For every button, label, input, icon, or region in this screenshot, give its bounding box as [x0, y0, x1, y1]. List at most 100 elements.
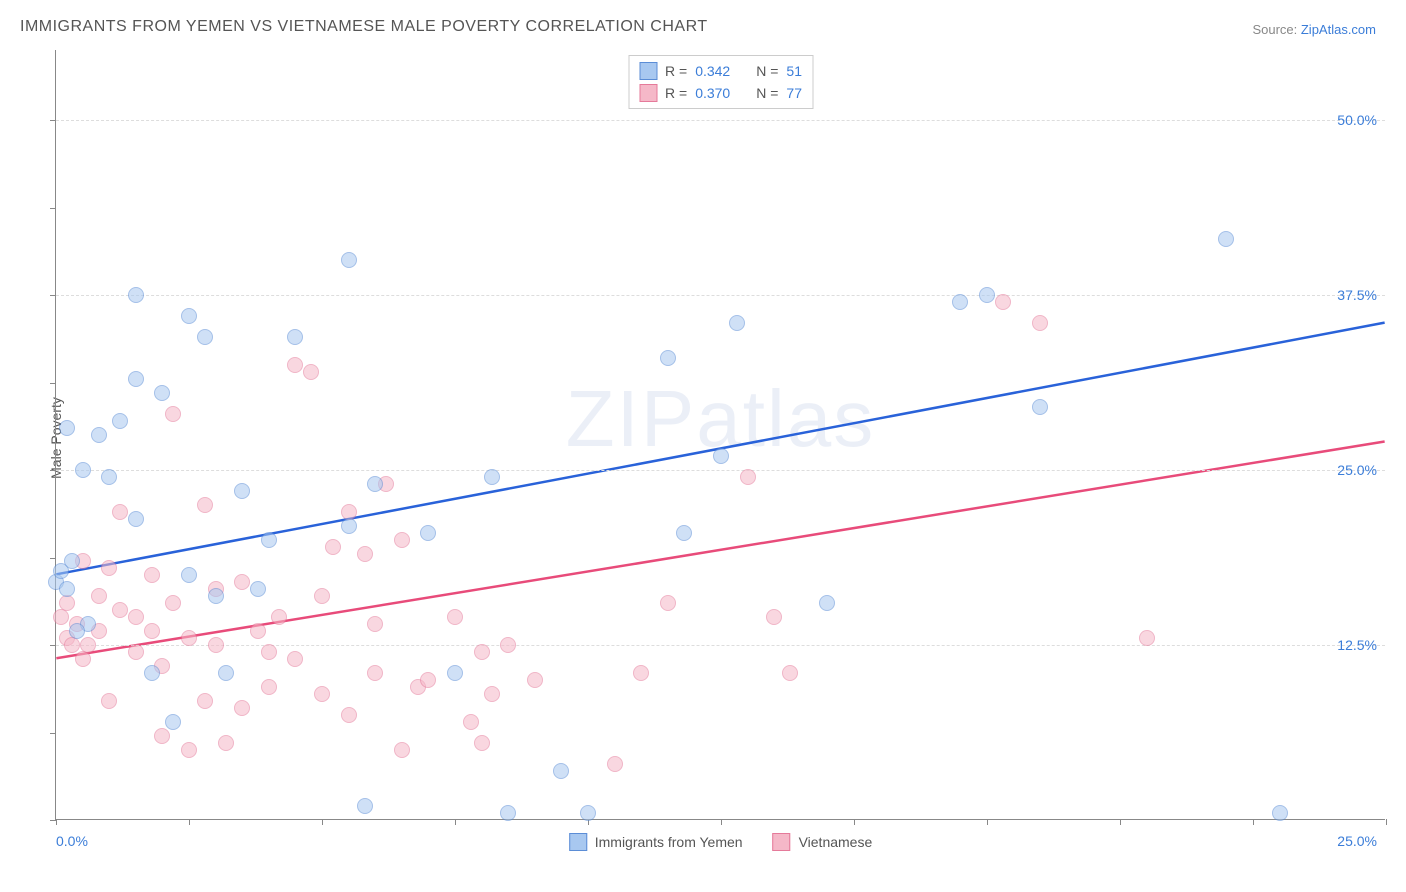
- y-tick-label: 37.5%: [1337, 287, 1377, 303]
- scatter-point: [394, 532, 410, 548]
- scatter-point: [218, 665, 234, 681]
- scatter-point: [101, 693, 117, 709]
- y-tick: [50, 733, 56, 734]
- scatter-point: [553, 763, 569, 779]
- series-legend: Immigrants from Yemen Vietnamese: [569, 833, 873, 851]
- watermark-bold: ZIP: [566, 374, 696, 463]
- scatter-point: [633, 665, 649, 681]
- scatter-point: [165, 595, 181, 611]
- scatter-point: [165, 406, 181, 422]
- y-tick-label: 50.0%: [1337, 112, 1377, 128]
- scatter-point: [341, 518, 357, 534]
- gridline: [56, 470, 1385, 471]
- legend-swatch-vietnamese-bottom: [773, 833, 791, 851]
- scatter-point: [341, 707, 357, 723]
- scatter-point: [287, 329, 303, 345]
- scatter-point: [69, 623, 85, 639]
- scatter-point: [527, 672, 543, 688]
- scatter-point: [740, 469, 756, 485]
- scatter-point: [181, 567, 197, 583]
- plot-area: ZIPatlas R = 0.342 N = 51 R = 0.370 N = …: [55, 50, 1385, 820]
- scatter-point: [474, 735, 490, 751]
- scatter-point: [144, 567, 160, 583]
- scatter-point: [112, 504, 128, 520]
- source-link[interactable]: ZipAtlas.com: [1301, 22, 1376, 37]
- scatter-point: [53, 609, 69, 625]
- y-tick: [50, 645, 56, 646]
- scatter-point: [154, 385, 170, 401]
- x-tick-max: 25.0%: [1337, 833, 1377, 849]
- scatter-point: [128, 371, 144, 387]
- scatter-point: [59, 581, 75, 597]
- legend-swatch-vietnamese: [639, 84, 657, 102]
- scatter-point: [128, 287, 144, 303]
- scatter-point: [91, 427, 107, 443]
- scatter-point: [75, 651, 91, 667]
- scatter-point: [314, 588, 330, 604]
- x-tick: [854, 819, 855, 825]
- scatter-point: [250, 623, 266, 639]
- y-tick: [50, 208, 56, 209]
- scatter-point: [952, 294, 968, 310]
- scatter-point: [181, 308, 197, 324]
- legend-item-yemen: Immigrants from Yemen: [569, 833, 743, 851]
- scatter-point: [1032, 315, 1048, 331]
- scatter-point: [234, 483, 250, 499]
- scatter-point: [250, 581, 266, 597]
- scatter-point: [59, 420, 75, 436]
- r-value-vietnamese: 0.370: [695, 85, 730, 101]
- n-label: N =: [756, 85, 778, 101]
- scatter-point: [287, 357, 303, 373]
- n-value-vietnamese: 77: [786, 85, 802, 101]
- scatter-point: [420, 525, 436, 541]
- scatter-point: [447, 665, 463, 681]
- scatter-point: [64, 637, 80, 653]
- scatter-point: [1139, 630, 1155, 646]
- y-tick: [50, 120, 56, 121]
- scatter-point: [59, 595, 75, 611]
- scatter-point: [357, 546, 373, 562]
- scatter-point: [261, 644, 277, 660]
- y-tick: [50, 820, 56, 821]
- scatter-point: [181, 742, 197, 758]
- scatter-point: [500, 637, 516, 653]
- scatter-point: [1032, 399, 1048, 415]
- scatter-point: [607, 756, 623, 772]
- scatter-point: [261, 679, 277, 695]
- x-tick: [1386, 819, 1387, 825]
- scatter-point: [484, 469, 500, 485]
- r-value-yemen: 0.342: [695, 63, 730, 79]
- scatter-point: [218, 735, 234, 751]
- r-label: R =: [665, 85, 687, 101]
- scatter-point: [261, 532, 277, 548]
- gridline: [56, 120, 1385, 121]
- scatter-point: [325, 539, 341, 555]
- y-tick-label: 25.0%: [1337, 462, 1377, 478]
- scatter-point: [154, 728, 170, 744]
- scatter-point: [357, 798, 373, 814]
- scatter-point: [447, 609, 463, 625]
- scatter-point: [676, 525, 692, 541]
- scatter-point: [729, 315, 745, 331]
- scatter-point: [367, 476, 383, 492]
- scatter-point: [144, 665, 160, 681]
- scatter-point: [234, 574, 250, 590]
- scatter-point: [208, 588, 224, 604]
- r-label: R =: [665, 63, 687, 79]
- scatter-point: [128, 511, 144, 527]
- scatter-point: [341, 252, 357, 268]
- scatter-point: [420, 672, 436, 688]
- scatter-point: [101, 469, 117, 485]
- legend-row-vietnamese: R = 0.370 N = 77: [639, 82, 802, 104]
- scatter-point: [484, 686, 500, 702]
- y-tick-label: 12.5%: [1337, 637, 1377, 653]
- scatter-point: [197, 329, 213, 345]
- scatter-point: [271, 609, 287, 625]
- x-tick: [56, 819, 57, 825]
- scatter-point: [64, 553, 80, 569]
- scatter-point: [713, 448, 729, 464]
- scatter-point: [197, 693, 213, 709]
- y-tick: [50, 383, 56, 384]
- x-tick: [455, 819, 456, 825]
- gridline: [56, 295, 1385, 296]
